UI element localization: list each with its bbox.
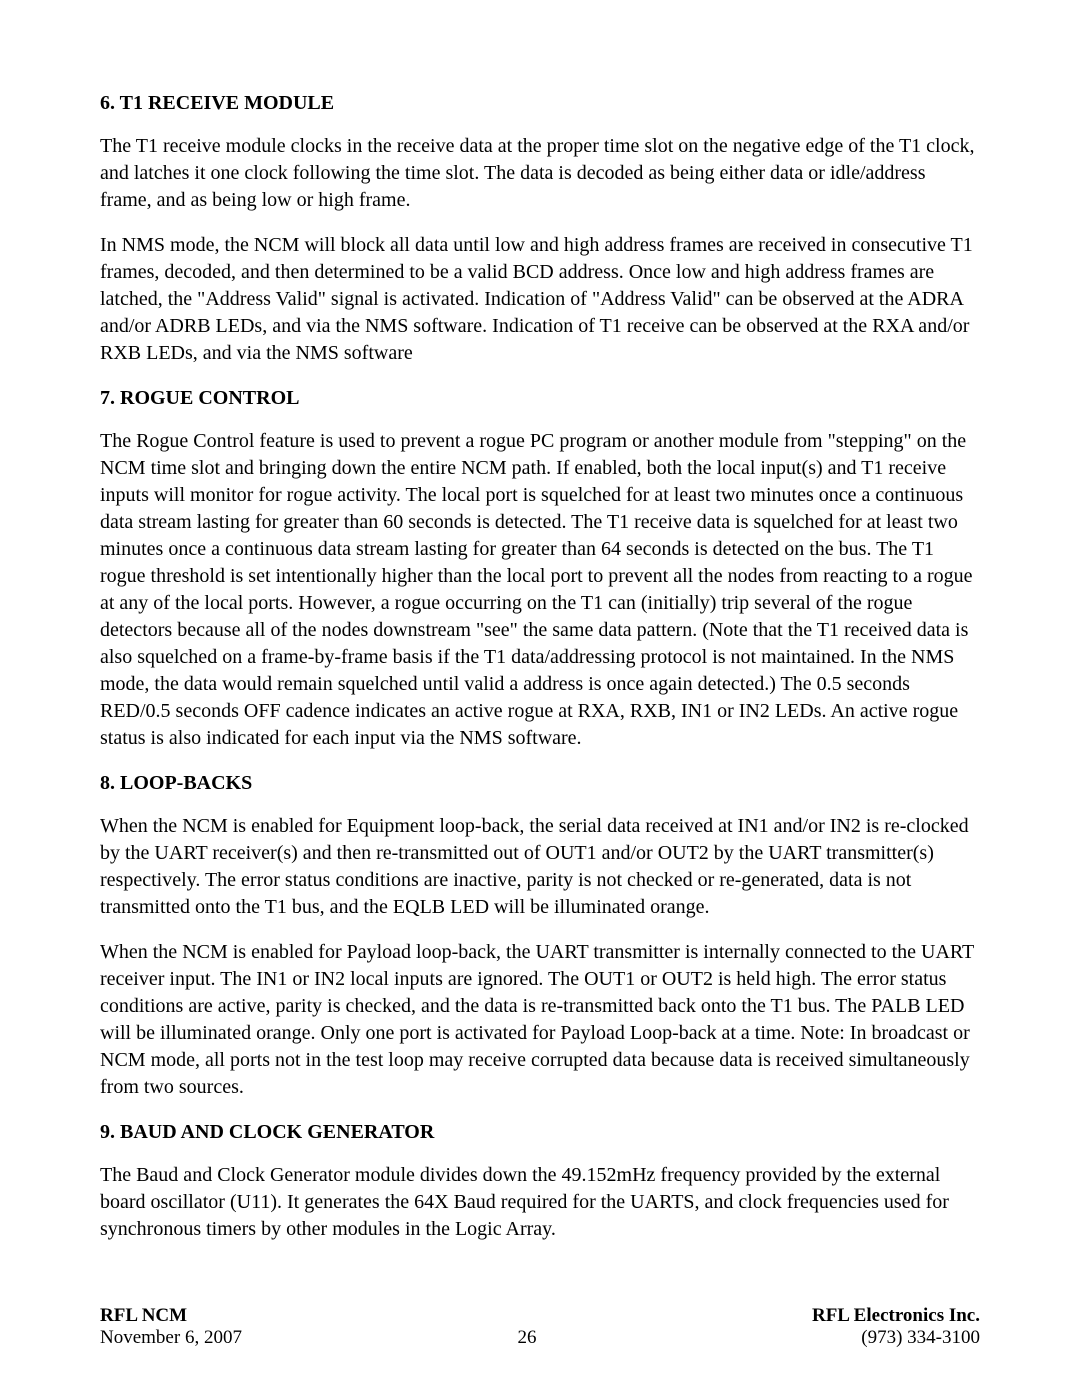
section-6-paragraph-2: In NMS mode, the NCM will block all data… — [100, 232, 980, 367]
section-8-paragraph-1: When the NCM is enabled for Equipment lo… — [100, 813, 980, 921]
document-content: 6. T1 RECEIVE MODULE The T1 receive modu… — [100, 90, 980, 1243]
section-8-paragraph-2: When the NCM is enabled for Payload loop… — [100, 939, 980, 1101]
section-6-paragraph-1: The T1 receive module clocks in the rece… — [100, 133, 980, 214]
section-6-heading: 6. T1 RECEIVE MODULE — [100, 90, 980, 117]
section-9-paragraph-1: The Baud and Clock Generator module divi… — [100, 1162, 980, 1243]
section-8-heading: 8. LOOP-BACKS — [100, 770, 980, 797]
section-9-heading: 9. BAUD AND CLOCK GENERATOR — [100, 1119, 980, 1146]
footer-doc-title: RFL NCM — [100, 1305, 242, 1327]
footer-left: RFL NCM November 6, 2007 — [100, 1305, 242, 1349]
section-7-heading: 7. ROGUE CONTROL — [100, 385, 980, 412]
section-7-paragraph-1: The Rogue Control feature is used to pre… — [100, 428, 980, 752]
footer-page-number: 26 — [517, 1327, 536, 1349]
footer-right: RFL Electronics Inc. (973) 334-3100 — [812, 1305, 980, 1349]
footer-date: November 6, 2007 — [100, 1327, 242, 1349]
page-footer: RFL NCM November 6, 2007 26 RFL Electron… — [100, 1305, 980, 1349]
footer-center: 26 — [517, 1327, 536, 1349]
footer-company: RFL Electronics Inc. — [812, 1305, 980, 1327]
footer-phone: (973) 334-3100 — [812, 1327, 980, 1349]
